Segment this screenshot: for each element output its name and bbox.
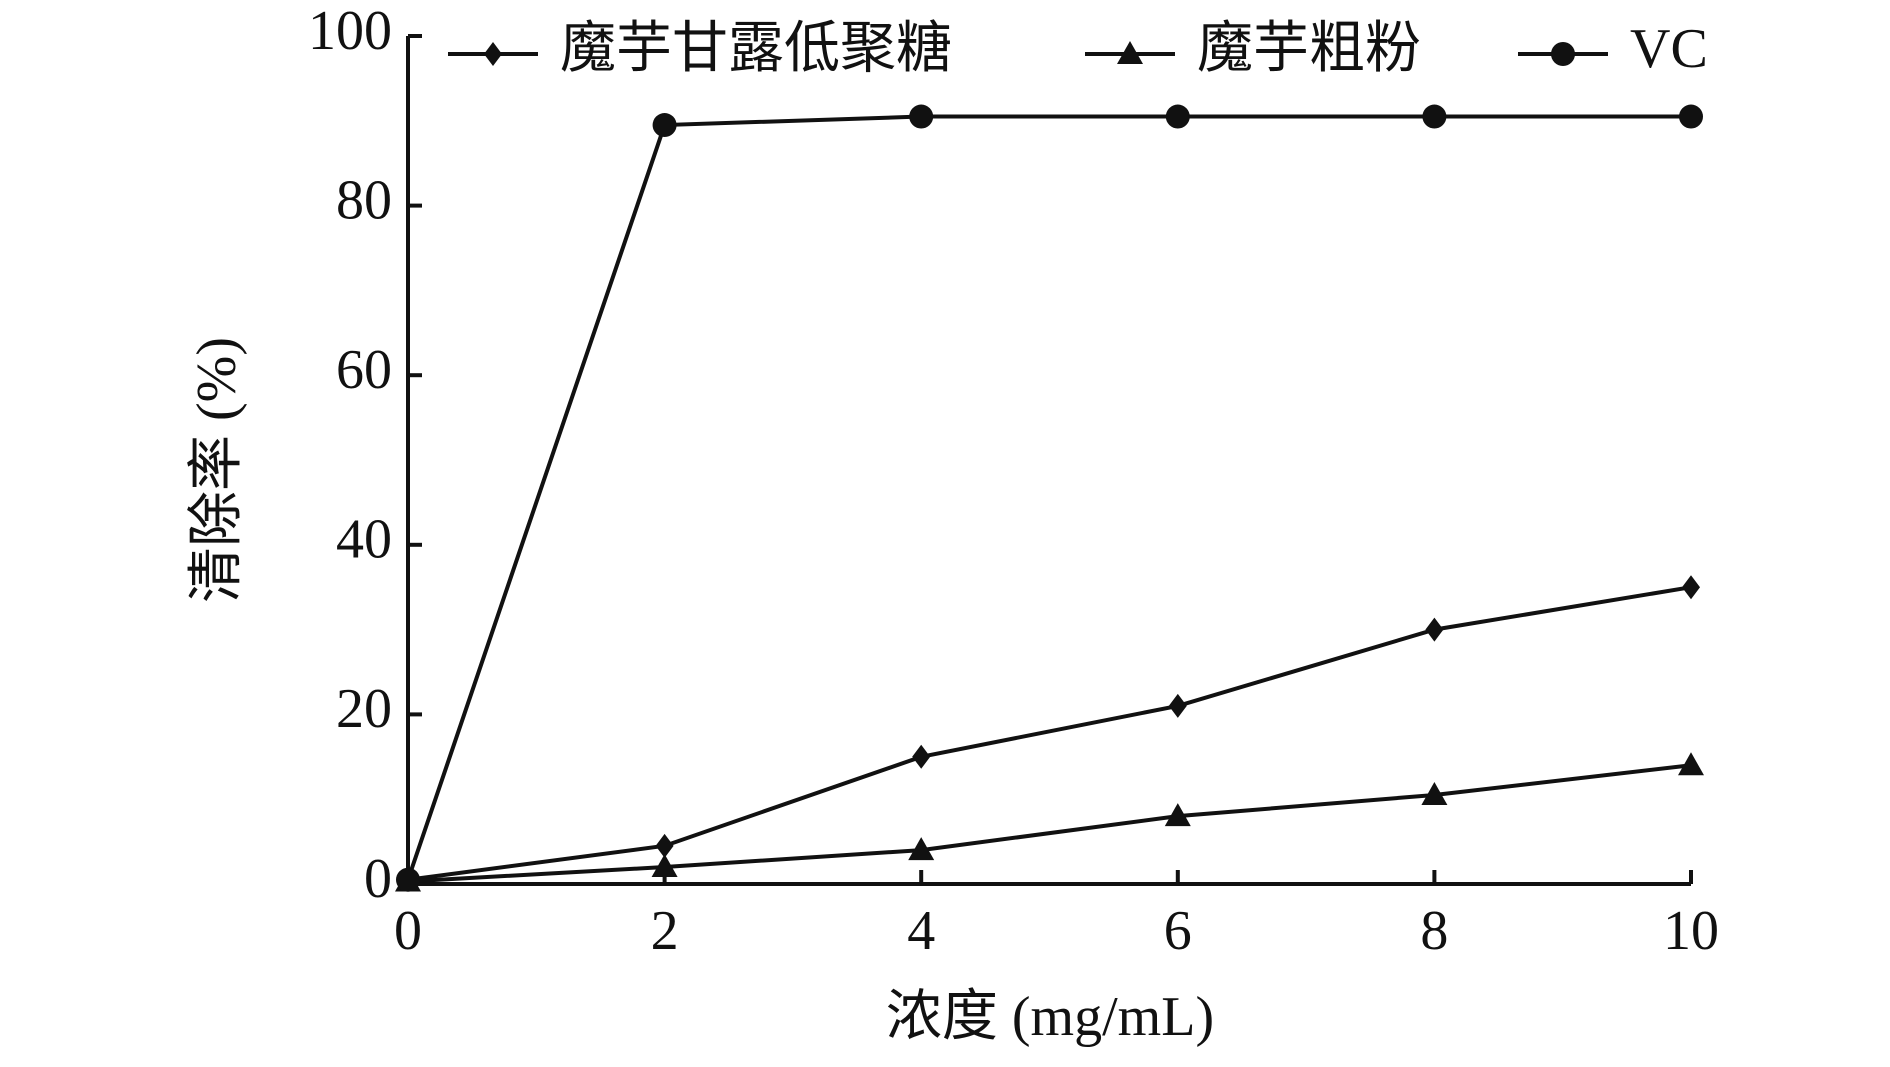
y-axis-label: 清除率 (%): [186, 337, 248, 603]
data-point: [1678, 752, 1704, 776]
data-point: [909, 104, 934, 129]
data-point: [1165, 104, 1190, 129]
legend-marker: [1117, 41, 1143, 64]
data-point: [1422, 104, 1447, 129]
data-point: [1421, 781, 1448, 805]
x-tick-label: 10: [1663, 900, 1719, 962]
series-line: [407, 585, 1692, 882]
data-point: [1425, 617, 1444, 642]
y-tick-label: 20: [336, 678, 392, 740]
series-line: [406, 114, 1691, 881]
data-point: [1164, 803, 1191, 827]
data-point: [655, 833, 674, 858]
data-point: [651, 854, 678, 878]
data-point: [908, 837, 935, 861]
x-tick-label: 0: [394, 900, 422, 962]
x-tick-label: 8: [1420, 900, 1448, 962]
y-tick-label: 40: [336, 509, 392, 571]
legend-marker: [484, 42, 502, 66]
legend-label: 魔芋粗粉: [1197, 18, 1421, 80]
legend-label: VC: [1630, 18, 1708, 80]
y-tick-label: 0: [364, 848, 392, 910]
data-point: [396, 867, 420, 892]
legend-label: 魔芋甘露低聚糖: [560, 18, 952, 80]
data-point: [1682, 575, 1700, 600]
x-tick-label: 2: [651, 900, 679, 962]
series-line: [407, 763, 1692, 884]
y-tick-label: 60: [336, 339, 392, 401]
data-point: [1679, 104, 1703, 129]
x-axis-label: 浓度 (mg/mL): [886, 986, 1214, 1048]
data-point: [912, 744, 931, 769]
data-point: [1168, 693, 1187, 718]
legend-marker: [1551, 42, 1575, 66]
x-tick-label: 4: [907, 900, 935, 962]
x-tick-label: 6: [1164, 900, 1192, 962]
data-point: [652, 113, 677, 138]
y-tick-label: 80: [336, 169, 392, 231]
y-tick-label: 100: [308, 0, 392, 62]
